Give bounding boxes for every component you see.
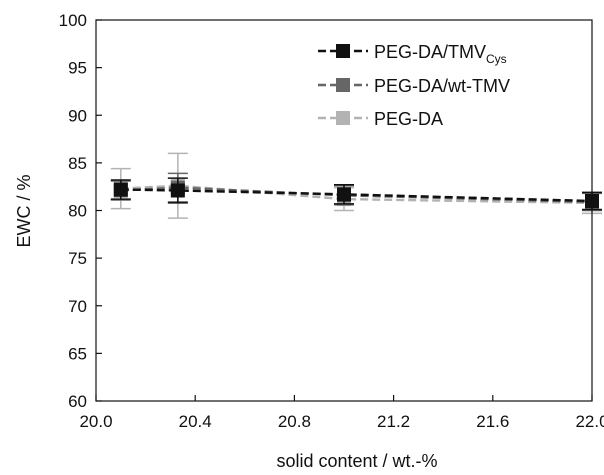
legend-label-text: PEG-DA/wt-TMV bbox=[374, 76, 510, 96]
x-tick-label: 20.8 bbox=[278, 412, 311, 431]
legend-label-text: PEG-DA/TMV bbox=[374, 42, 486, 62]
y-axis-label: EWC / % bbox=[14, 174, 34, 247]
legend-label: PEG-DA bbox=[374, 109, 443, 129]
series-line bbox=[120, 188, 593, 203]
y-tick-label: 65 bbox=[68, 344, 87, 363]
data-point bbox=[170, 183, 185, 198]
x-tick-label: 20.0 bbox=[79, 412, 112, 431]
x-tick-label: 21.6 bbox=[476, 412, 509, 431]
axis-layer: 60 65 70 75 80 85 90 95 100 20.0 20.4 20.8 21.2 21.6 2… bbox=[59, 11, 604, 431]
x-tick-label: 20.4 bbox=[179, 412, 212, 431]
legend-marker bbox=[336, 44, 350, 58]
y-tick-label: 70 bbox=[68, 297, 87, 316]
series-layer bbox=[110, 152, 602, 219]
y-tick-label: 85 bbox=[68, 154, 87, 173]
legend-label-subscript: Cys bbox=[486, 52, 507, 66]
y-tick-label: 100 bbox=[59, 11, 87, 30]
y-tick-label: 60 bbox=[68, 392, 87, 411]
legend-marker bbox=[336, 111, 350, 125]
x-axis-label: solid content / wt.-% bbox=[276, 451, 437, 471]
x-tick-label: 22.0 bbox=[575, 412, 604, 431]
y-tick-label: 75 bbox=[68, 249, 87, 268]
y-tick-label: 95 bbox=[68, 59, 87, 78]
legend-marker bbox=[336, 78, 350, 92]
data-point bbox=[113, 182, 128, 197]
y-tick-label: 80 bbox=[68, 202, 87, 221]
series-line bbox=[120, 184, 593, 205]
legend-label: PEG-DA/TMVCys bbox=[374, 42, 507, 66]
data-point bbox=[337, 187, 351, 202]
y-tick-label: 90 bbox=[68, 106, 87, 125]
legend: PEG-DA/TMVCys PEG-DA/wt-TMV PEG-DA bbox=[318, 42, 510, 129]
legend-label-text: PEG-DA bbox=[374, 109, 443, 129]
legend-label: PEG-DA/wt-TMV bbox=[374, 76, 510, 96]
x-tick-label: 21.2 bbox=[377, 412, 410, 431]
